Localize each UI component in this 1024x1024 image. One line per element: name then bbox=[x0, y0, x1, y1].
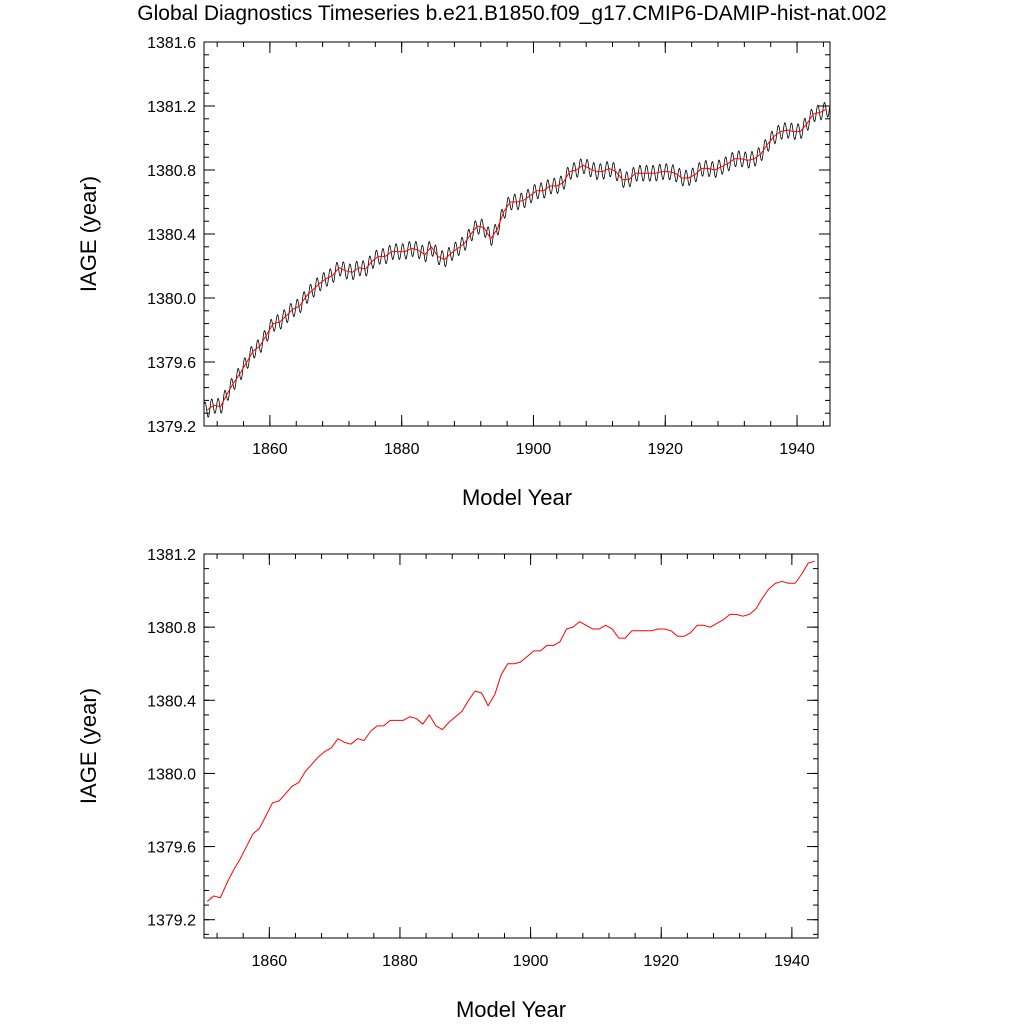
annual-mean-series-line bbox=[206, 108, 827, 411]
y-tick-label: 1381.2 bbox=[147, 99, 196, 116]
x-tick-label: 1900 bbox=[513, 953, 549, 970]
y-tick-label: 1380.8 bbox=[147, 620, 196, 637]
x-tick-label: 1860 bbox=[252, 953, 288, 970]
annual-mean-series-line bbox=[206, 560, 815, 902]
x-tick-label: 1940 bbox=[779, 441, 815, 458]
y-tick-label: 1379.2 bbox=[147, 913, 196, 930]
x-axis-title: Model Year bbox=[456, 997, 566, 1022]
x-tick-label: 1880 bbox=[382, 953, 418, 970]
y-tick-label: 1380.0 bbox=[147, 291, 196, 308]
bottom-panel: 1860 1880 1900 1920 1940 1379.2 1379.6 1380.0 13… bbox=[76, 547, 819, 1022]
x-tick-label: 1860 bbox=[252, 441, 288, 458]
y-tick-label: 1379.2 bbox=[147, 419, 196, 436]
x-tick-label: 1920 bbox=[643, 953, 679, 970]
plot-frame bbox=[203, 41, 831, 427]
x-tick-label: 1920 bbox=[647, 441, 683, 458]
y-tick-label: 1380.4 bbox=[147, 693, 196, 710]
x-tick-label: 1880 bbox=[384, 441, 420, 458]
top-panel: 1860 1880 1900 1920 1940 1379.2 1379.6 1380.0 13… bbox=[76, 35, 831, 510]
monthly-series-line bbox=[204, 102, 830, 418]
y-tick-label: 1380.4 bbox=[147, 227, 196, 244]
plot-frame bbox=[203, 553, 819, 939]
page-title: Global Diagnostics Timeseries b.e21.B185… bbox=[137, 2, 887, 25]
x-axis-title: Model Year bbox=[462, 485, 572, 510]
y-axis-title: IAGE (year) bbox=[76, 176, 101, 292]
y-tick-label: 1381.2 bbox=[147, 547, 196, 564]
x-tick-label: 1900 bbox=[516, 441, 552, 458]
y-tick-label: 1380.0 bbox=[147, 766, 196, 783]
y-axis-title: IAGE (year) bbox=[76, 688, 101, 804]
y-tick-label: 1379.6 bbox=[147, 355, 196, 372]
y-tick-label: 1379.6 bbox=[147, 840, 196, 857]
y-tick-label: 1381.6 bbox=[147, 35, 196, 52]
x-tick-label: 1940 bbox=[774, 953, 810, 970]
y-tick-label: 1380.8 bbox=[147, 163, 196, 180]
